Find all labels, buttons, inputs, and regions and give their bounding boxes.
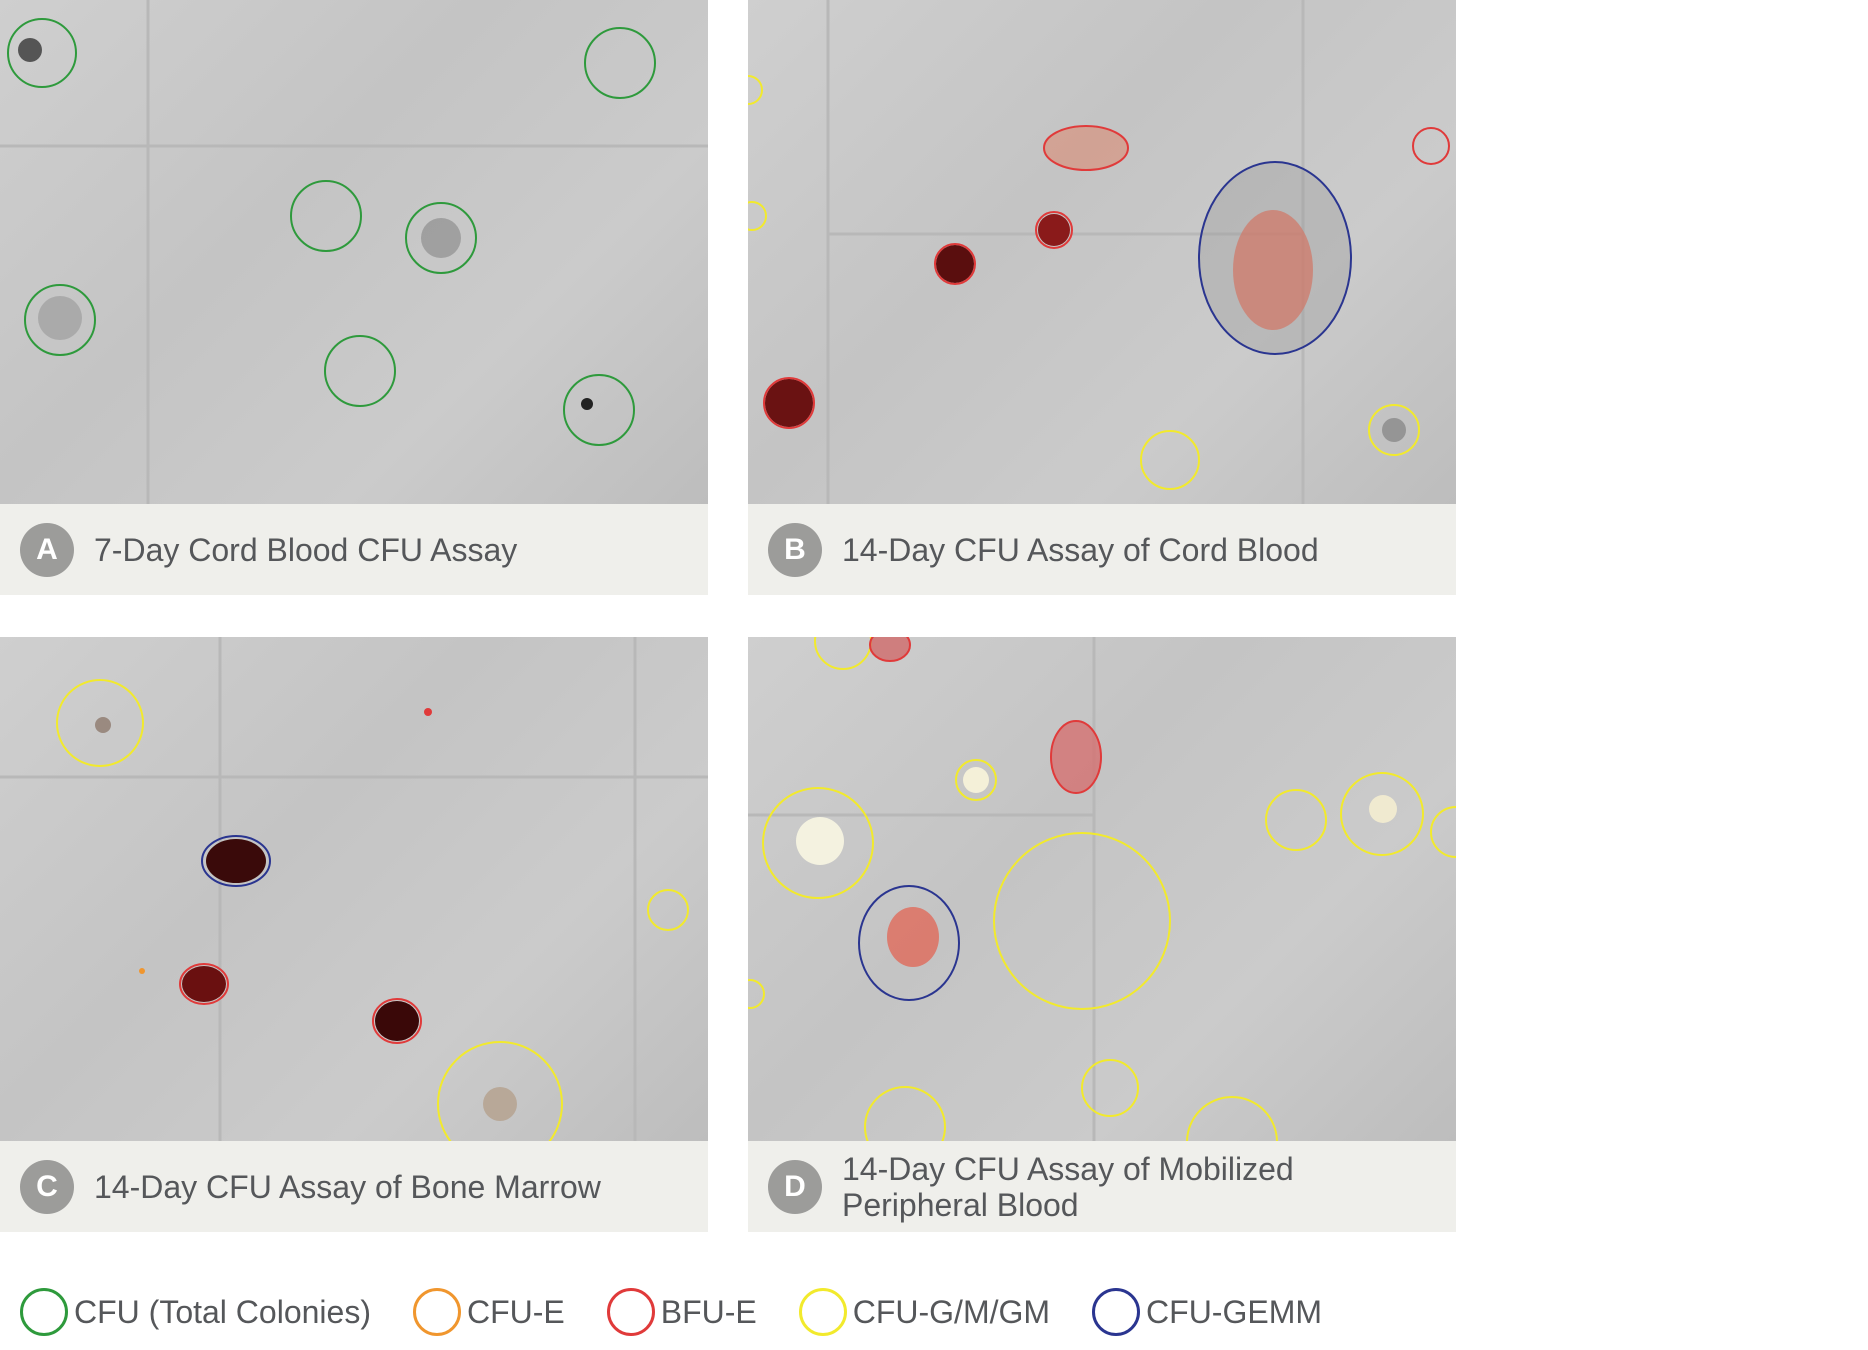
colony-image-b-svg (748, 0, 1450, 504)
panel-caption-c: 14-Day CFU Assay of Bone Marrow (94, 1168, 601, 1205)
legend-label: CFU-GEMM (1146, 1293, 1322, 1330)
colony-image-a (0, 0, 708, 504)
panel-d: D 14-Day CFU Assay of Mobilized Peripher… (748, 637, 1456, 1232)
green-ring-icon (20, 1288, 68, 1336)
caption-b: B 14-Day CFU Assay of Cord Blood (748, 504, 1456, 595)
panel-badge-a: A (20, 522, 74, 577)
caption-a: A 7-Day Cord Blood CFU Assay (0, 504, 708, 595)
colony-image-c (0, 637, 708, 1141)
yellow-ring-icon (798, 1288, 847, 1336)
legend: CFU (Total Colonies) CFU-E BFU-E CFU-G/M… (20, 1288, 1364, 1336)
legend-label: CFU-G/M/GM (852, 1293, 1051, 1330)
blue-ring-icon (1092, 1288, 1141, 1336)
legend-item-cfu-gm: CFU-G/M/GM (798, 1288, 1051, 1336)
colony-image-c-svg (0, 637, 708, 1141)
legend-item-cfu-e: CFU-E (412, 1288, 565, 1336)
caption-c: C 14-Day CFU Assay of Bone Marrow (0, 1141, 708, 1232)
legend-item-bfu-e: BFU-E (606, 1288, 757, 1336)
panel-badge-b: B (768, 522, 822, 577)
colony-image-b (748, 0, 1456, 504)
legend-label: BFU-E (660, 1293, 757, 1330)
panel-badge-d: D (768, 1159, 822, 1214)
panel-caption-b: 14-Day CFU Assay of Cord Blood (842, 531, 1319, 568)
panel-caption-a: 7-Day Cord Blood CFU Assay (94, 531, 518, 568)
panel-b: B 14-Day CFU Assay of Cord Blood (748, 0, 1456, 595)
colony-image-d (748, 637, 1456, 1141)
legend-item-cfu-total: CFU (Total Colonies) (20, 1288, 371, 1336)
caption-d: D 14-Day CFU Assay of Mobilized Peripher… (748, 1141, 1456, 1232)
panel-caption-d: 14-Day CFU Assay of Mobilized Peripheral… (842, 1150, 1294, 1223)
panel-c: C 14-Day CFU Assay of Bone Marrow (0, 637, 708, 1232)
orange-ring-icon (412, 1288, 461, 1336)
colony-image-a-svg (0, 0, 708, 504)
panel-badge-c: C (20, 1159, 74, 1214)
red-ring-icon (606, 1288, 655, 1336)
legend-label: CFU-E (466, 1293, 565, 1330)
legend-item-cfu-gemm: CFU-GEMM (1092, 1288, 1322, 1336)
colony-image-d-svg (748, 637, 1456, 1141)
panel-a: A 7-Day Cord Blood CFU Assay (0, 0, 708, 595)
legend-label: CFU (Total Colonies) (74, 1293, 371, 1330)
